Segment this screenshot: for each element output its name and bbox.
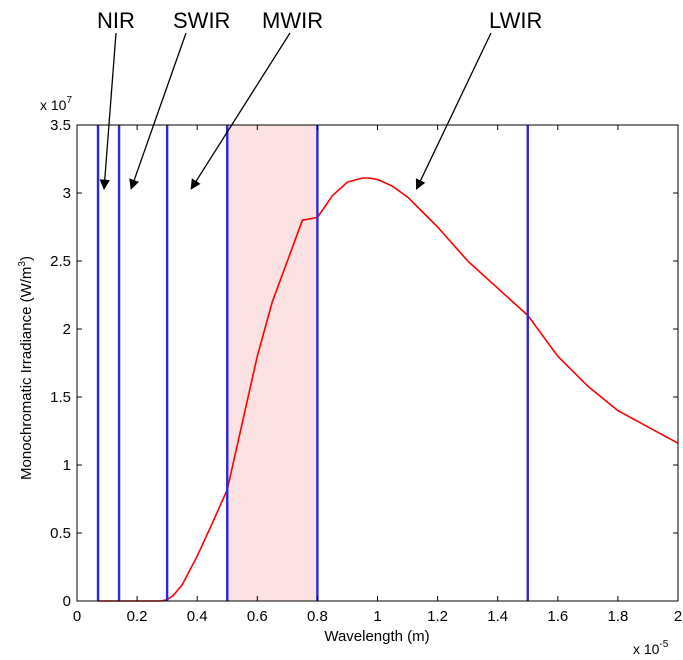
band-label-swir: SWIR [173, 8, 230, 33]
shaded-region [227, 125, 318, 601]
x-tick-label: 2 [674, 608, 682, 625]
x-multiplier-label: x 10-5 [633, 639, 669, 657]
y-tick-label: 2.5 [50, 253, 71, 270]
x-tick-label: 0.4 [187, 608, 208, 625]
band-label-mwir: MWIR [262, 8, 323, 33]
y-tick-label: 0.5 [50, 525, 71, 542]
y-tick-label: 3 [63, 185, 71, 202]
y-tick-label: 1.5 [50, 389, 71, 406]
x-tick-label: 0.2 [127, 608, 148, 625]
y-multiplier-label: x 107 [40, 95, 72, 113]
irradiance-curve [98, 177, 679, 602]
y-tick-label: 0 [63, 593, 71, 610]
band-label-lwir: LWIR [489, 8, 542, 33]
x-tick-label: 1.8 [607, 608, 628, 625]
x-tick-label: 1.6 [547, 608, 568, 625]
y-axis-label: Monochromatic Irradiance (W/m3) [17, 256, 35, 480]
band-arrow-lwir [415, 32, 492, 190]
y-tick-label: 1 [63, 457, 71, 474]
x-tick-label: 1.4 [487, 608, 508, 625]
x-tick-label: 0.8 [307, 608, 328, 625]
band-label-nir: NIR [97, 8, 135, 33]
y-tick-label: 2 [63, 321, 71, 338]
x-tick-label: 1 [373, 608, 381, 625]
x-tick-label: 1.2 [427, 608, 448, 625]
band-arrow-nir [99, 32, 117, 190]
y-tick-label: 3.5 [50, 117, 71, 134]
x-tick-label: 0 [73, 608, 81, 625]
x-axis-label: Wavelength (m) [324, 628, 429, 645]
x-tick-label: 0.6 [247, 608, 268, 625]
band-arrow-mwir [190, 32, 291, 190]
band-arrow-swir [129, 32, 187, 190]
